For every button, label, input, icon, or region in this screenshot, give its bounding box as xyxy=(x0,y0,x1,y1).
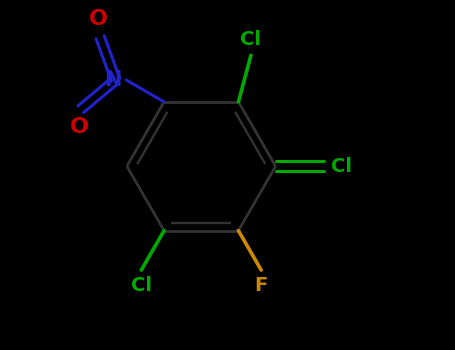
Text: O: O xyxy=(89,9,108,29)
Text: Cl: Cl xyxy=(240,30,261,49)
Text: O: O xyxy=(70,117,89,137)
Text: F: F xyxy=(254,276,268,295)
Text: Cl: Cl xyxy=(131,276,152,295)
Text: N: N xyxy=(105,70,122,90)
Text: Cl: Cl xyxy=(331,157,352,176)
